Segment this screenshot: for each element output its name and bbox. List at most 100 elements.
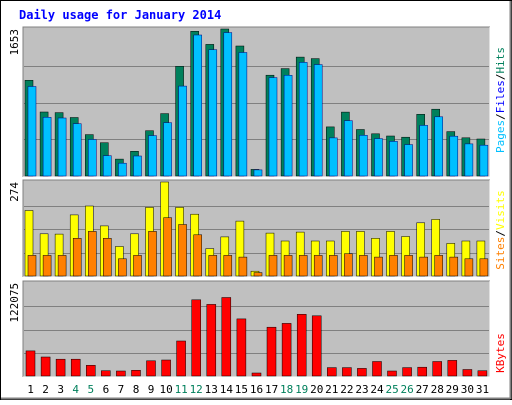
bar-kbytes bbox=[311, 315, 322, 377]
bar-kbytes bbox=[477, 370, 488, 377]
bar-files bbox=[329, 137, 338, 177]
bar-sites bbox=[359, 255, 368, 277]
x-tick-label: 12 bbox=[190, 383, 203, 396]
legend-pages: Pages bbox=[494, 120, 507, 153]
bar-sites bbox=[88, 231, 97, 277]
x-tick-label: 10 bbox=[159, 383, 172, 396]
x-tick-label: 4 bbox=[72, 383, 79, 396]
x-tick-label: 2 bbox=[42, 383, 49, 396]
bar-kbytes bbox=[266, 326, 277, 377]
bar-files bbox=[103, 155, 112, 177]
legend-kbytes: KBytes bbox=[494, 333, 507, 373]
bar-kbytes bbox=[221, 297, 232, 377]
bar-kbytes bbox=[402, 367, 412, 377]
x-tick-label: 31 bbox=[476, 383, 489, 396]
bar-kbytes bbox=[342, 367, 352, 377]
bar-kbytes bbox=[146, 360, 156, 377]
bar-sites bbox=[193, 234, 202, 277]
panel-kbytes-legend: KBytes bbox=[494, 333, 507, 373]
x-tick-label: 8 bbox=[133, 383, 140, 396]
panel-kbytes-plot-bevel-light bbox=[23, 281, 491, 378]
bar-sites bbox=[253, 272, 263, 277]
legend-separator: / bbox=[494, 74, 507, 81]
bar-kbytes bbox=[372, 361, 382, 377]
x-tick-label: 21 bbox=[325, 383, 338, 396]
bar-files bbox=[389, 141, 398, 177]
x-tick-label: 9 bbox=[148, 383, 155, 396]
bar-kbytes bbox=[116, 370, 126, 377]
x-tick-label: 29 bbox=[446, 383, 459, 396]
x-tick-label: 18 bbox=[280, 383, 293, 396]
bar-kbytes bbox=[40, 356, 51, 377]
bar-files bbox=[464, 143, 474, 177]
bar-sites bbox=[238, 256, 248, 277]
bar-sites bbox=[344, 253, 353, 277]
bar-files bbox=[419, 125, 428, 177]
bar-sites bbox=[148, 231, 157, 277]
x-tick-label: 14 bbox=[220, 383, 234, 396]
x-tick-label: 24 bbox=[370, 383, 384, 396]
bar-sites bbox=[27, 255, 37, 277]
legend-files: Files bbox=[494, 80, 507, 113]
bar-sites bbox=[464, 258, 474, 277]
bar-kbytes bbox=[281, 323, 292, 377]
bar-sites bbox=[208, 255, 218, 277]
x-tick-label: 20 bbox=[310, 383, 323, 396]
bar-files bbox=[283, 75, 293, 177]
bar-files bbox=[88, 139, 97, 177]
legend-separator: / bbox=[494, 113, 507, 120]
bar-sites bbox=[57, 255, 67, 277]
bar-files bbox=[72, 123, 82, 177]
bar-files bbox=[163, 122, 172, 177]
bar-sites bbox=[163, 217, 172, 277]
bar-files bbox=[313, 64, 323, 177]
x-tick-label: 26 bbox=[400, 383, 413, 396]
bar-files bbox=[57, 117, 67, 177]
panel-visitors-plot-bevel-light bbox=[23, 180, 491, 278]
bar-sites bbox=[419, 256, 428, 277]
bar-kbytes bbox=[206, 304, 217, 377]
x-tick-label: 30 bbox=[461, 383, 474, 396]
x-tick-label: 7 bbox=[118, 383, 125, 396]
x-tick-label: 5 bbox=[87, 383, 94, 396]
bar-files bbox=[148, 135, 157, 177]
x-tick-label: 1 bbox=[27, 383, 34, 396]
bar-kbytes bbox=[387, 370, 397, 377]
x-tick-label: 15 bbox=[235, 383, 248, 396]
bar-sites bbox=[479, 258, 489, 277]
bar-sites bbox=[133, 255, 142, 277]
bar-sites bbox=[268, 255, 278, 277]
panel-traffic-legend: Pages/Files/Hits bbox=[494, 47, 507, 153]
x-tick-label: 16 bbox=[250, 383, 263, 396]
bar-kbytes bbox=[432, 361, 442, 377]
panel-visitors-plot-bevel-dark bbox=[22, 179, 490, 277]
bar-kbytes bbox=[191, 299, 201, 377]
bar-kbytes bbox=[462, 369, 473, 377]
bar-sites bbox=[329, 255, 338, 277]
x-tick-label: 3 bbox=[57, 383, 64, 396]
bar-kbytes bbox=[131, 370, 141, 377]
bar-kbytes bbox=[86, 365, 96, 377]
bar-files bbox=[434, 116, 443, 177]
x-tick-label: 11 bbox=[175, 383, 188, 396]
bar-sites bbox=[449, 256, 459, 277]
bar-files bbox=[27, 86, 37, 177]
bar-files bbox=[359, 135, 368, 177]
bar-kbytes bbox=[417, 366, 427, 377]
legend-visits: Visits bbox=[494, 190, 507, 230]
bar-sites bbox=[404, 255, 413, 277]
x-tick-label: 27 bbox=[416, 383, 429, 396]
bar-sites bbox=[313, 255, 323, 277]
bar-sites bbox=[72, 238, 82, 277]
bar-files bbox=[42, 117, 52, 177]
panel-traffic-plot-bevel-dark bbox=[22, 26, 490, 177]
legend-sites: Sites bbox=[494, 237, 507, 270]
panel-visitors-axis-max-label: 274 bbox=[8, 182, 21, 202]
bar-kbytes bbox=[327, 367, 337, 377]
bar-sites bbox=[389, 255, 398, 277]
bar-kbytes bbox=[236, 318, 247, 377]
bar-files bbox=[253, 169, 263, 177]
